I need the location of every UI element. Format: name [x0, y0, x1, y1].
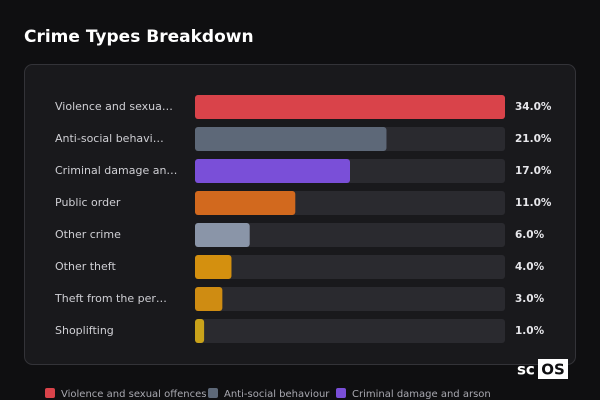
logo: sc OS [517, 359, 568, 379]
value-label: 11.0% [515, 197, 552, 209]
value-label: 3.0% [515, 293, 545, 305]
legend-label: Violence and sexual offences [61, 389, 207, 400]
value-label: 4.0% [515, 261, 545, 273]
value-label: 34.0% [515, 101, 552, 113]
category-label: Theft from the per… [54, 292, 167, 305]
bar [195, 159, 350, 183]
bar [195, 191, 296, 215]
logo-text: OS [541, 361, 565, 379]
category-label: Other crime [55, 228, 121, 241]
bar-track [195, 319, 505, 343]
bar [195, 127, 387, 151]
bar [195, 287, 223, 311]
category-label: Other theft [55, 260, 116, 273]
chart-title: Crime Types Breakdown [24, 27, 254, 47]
bar-track [195, 287, 505, 311]
value-label: 1.0% [515, 325, 545, 337]
category-label: Public order [55, 196, 121, 209]
bar [195, 95, 505, 119]
logo-text: sc [517, 361, 535, 379]
legend-swatch [208, 388, 218, 398]
value-label: 21.0% [515, 133, 552, 145]
category-label: Violence and sexua… [55, 100, 173, 113]
bar-track [195, 223, 505, 247]
category-label: Anti-social behavi… [55, 132, 164, 145]
legend-swatch [336, 388, 346, 398]
category-label: Shoplifting [55, 324, 114, 337]
legend-label: Anti-social behaviour [224, 389, 330, 400]
legend-label: Criminal damage and arson [352, 389, 491, 400]
bar-track [195, 255, 505, 279]
value-label: 17.0% [515, 165, 552, 177]
bar [195, 319, 205, 343]
legend-swatch [45, 388, 55, 398]
bar [195, 223, 250, 247]
logo-box [538, 359, 568, 379]
bar [195, 255, 232, 279]
category-label: Criminal damage an… [55, 164, 177, 177]
value-label: 6.0% [515, 229, 545, 241]
